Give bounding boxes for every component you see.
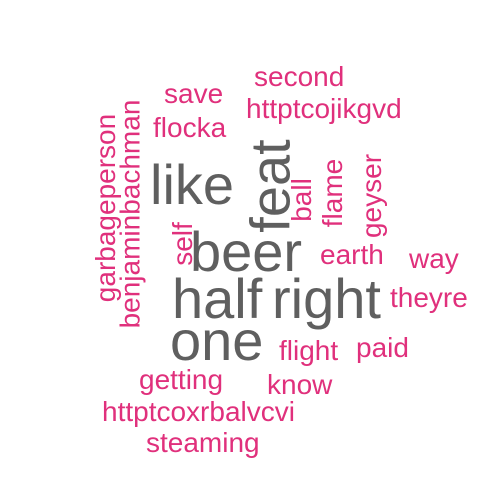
word-flight: flight <box>279 335 339 366</box>
word-way: way <box>409 243 459 274</box>
word-theyre: theyre <box>390 282 468 313</box>
word-right: right <box>272 267 381 330</box>
word-flame: flame <box>317 158 349 228</box>
word-self: self <box>166 222 198 266</box>
word-half: half <box>172 267 263 330</box>
word-benjaminbachman: benjaminbachman <box>113 99 145 329</box>
word-like: like <box>150 153 235 216</box>
word-ball: ball <box>285 178 317 222</box>
word-httptcojikgvd: httptcojikgvd <box>246 93 402 124</box>
word-getting: getting <box>139 364 224 395</box>
word-second: second <box>254 61 345 92</box>
word-flocka: flocka <box>153 112 227 143</box>
word-know: know <box>267 369 333 400</box>
word-steaming: steaming <box>146 427 260 458</box>
word-paid: paid <box>356 332 409 363</box>
word-beer: beer <box>190 220 303 283</box>
word-geyser: geyser <box>356 153 388 239</box>
word-one: one <box>170 309 264 372</box>
word-httptcoxrbalvcvi: httptcoxrbalvcvi <box>102 396 295 427</box>
word-save: save <box>164 78 224 109</box>
word-earth: earth <box>320 239 384 270</box>
